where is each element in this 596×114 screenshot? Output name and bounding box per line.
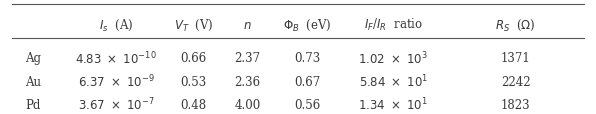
- Text: Pd: Pd: [25, 98, 41, 111]
- Text: $4.83\ \times\ 10^{-10}$: $4.83\ \times\ 10^{-10}$: [75, 50, 157, 66]
- Text: $1.02\ \times\ 10^{3}$: $1.02\ \times\ 10^{3}$: [358, 50, 429, 66]
- Text: 0.53: 0.53: [181, 75, 207, 88]
- Text: 1823: 1823: [501, 98, 530, 111]
- Text: $6.37\ \times\ 10^{-9}$: $6.37\ \times\ 10^{-9}$: [78, 73, 154, 90]
- Text: 0.67: 0.67: [294, 75, 320, 88]
- Text: Ag: Ag: [25, 52, 41, 65]
- Text: 2.36: 2.36: [234, 75, 260, 88]
- Text: 4.00: 4.00: [234, 98, 260, 111]
- Text: $1.34\ \times\ 10^{1}$: $1.34\ \times\ 10^{1}$: [358, 96, 429, 113]
- Text: 0.66: 0.66: [181, 52, 207, 65]
- Text: $3.67\ \times\ 10^{-7}$: $3.67\ \times\ 10^{-7}$: [78, 96, 154, 113]
- Text: Au: Au: [25, 75, 41, 88]
- Text: 0.73: 0.73: [294, 52, 320, 65]
- Text: $n$: $n$: [243, 19, 252, 32]
- Text: $\Phi_B$  (eV): $\Phi_B$ (eV): [283, 18, 331, 33]
- Text: $V_T$  (V): $V_T$ (V): [174, 18, 213, 33]
- Text: 0.56: 0.56: [294, 98, 320, 111]
- Text: $R_S$  ($\Omega$): $R_S$ ($\Omega$): [495, 18, 536, 33]
- Text: 2242: 2242: [501, 75, 530, 88]
- Text: 1371: 1371: [501, 52, 530, 65]
- Text: $5.84\ \times\ 10^{1}$: $5.84\ \times\ 10^{1}$: [359, 73, 428, 90]
- Text: $I_s$  (A): $I_s$ (A): [99, 18, 134, 33]
- Text: $I_F$/$I_R$  ratio: $I_F$/$I_R$ ratio: [364, 17, 423, 33]
- Text: 2.37: 2.37: [234, 52, 260, 65]
- Text: 0.48: 0.48: [181, 98, 207, 111]
